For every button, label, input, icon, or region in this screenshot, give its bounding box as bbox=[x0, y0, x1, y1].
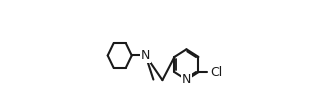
Text: N: N bbox=[141, 49, 150, 62]
Text: N: N bbox=[182, 73, 191, 86]
Text: Cl: Cl bbox=[210, 66, 222, 79]
